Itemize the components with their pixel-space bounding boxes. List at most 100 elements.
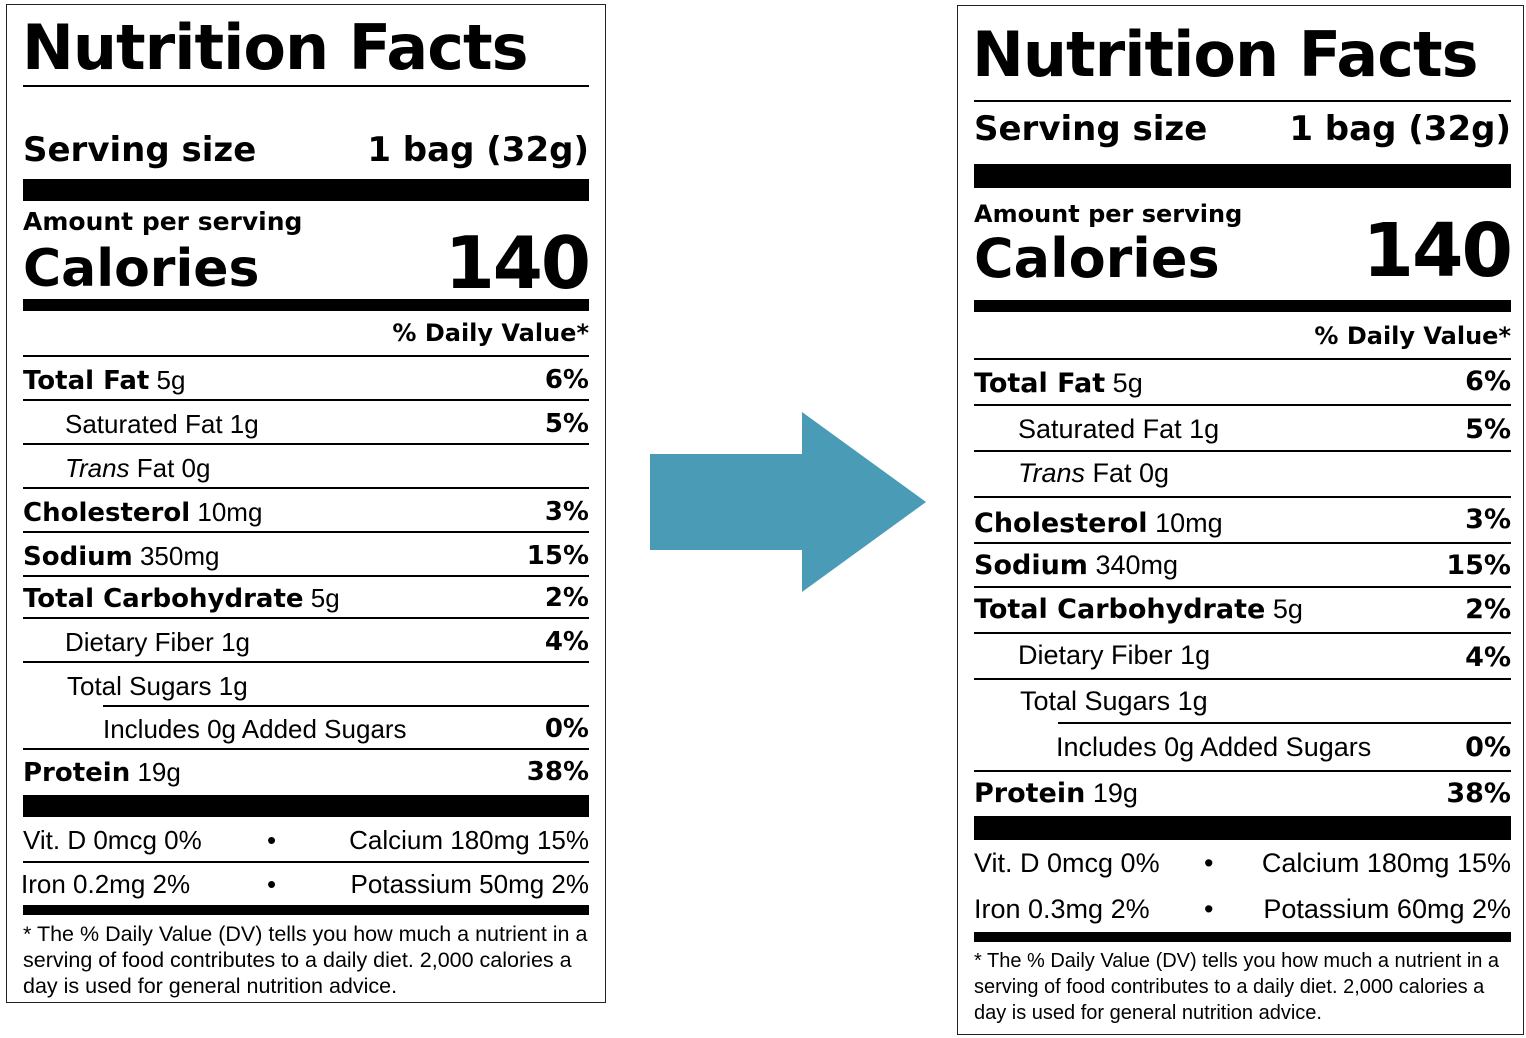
bullet: • (1204, 894, 1214, 924)
divider (23, 531, 589, 533)
vitamin-row-left: Vit. D 0mcg 0% (23, 825, 202, 855)
nutrient-row-dietary-fiber: Dietary Fiber 1g (65, 629, 250, 655)
thick-divider (23, 905, 589, 915)
nutrient-row-total-sugars: Total Sugars 1g (67, 673, 248, 699)
divider (974, 586, 1511, 588)
nutrient-name: Protein (974, 778, 1086, 809)
nutrient-name: Trans (65, 453, 130, 483)
divider (23, 443, 589, 445)
calories-value: 140 (444, 221, 591, 305)
nutrient-dv: 3% (544, 497, 589, 527)
nutrient-name: Total Fat (23, 366, 150, 396)
nutrition-label-revised: Nutrition Facts Serving size 1 bag (32g)… (957, 5, 1524, 1035)
calories-label: Calories (974, 227, 1220, 290)
nutrient-name: Total Sugars (67, 671, 212, 701)
nutrient-dv: 38% (1446, 778, 1511, 809)
vitamin-row-right: Calcium 180mg 15% (1261, 848, 1511, 878)
nutrient-row-cholesterol: Cholesterol 10mg (974, 508, 1223, 539)
nutrient-dv: 4% (544, 627, 589, 657)
divider (974, 770, 1511, 772)
serving-size-label: Serving size (974, 109, 1208, 149)
thick-divider (974, 816, 1511, 840)
divider (23, 617, 589, 619)
nutrient-amount: 1g (229, 409, 259, 439)
nutrient-name: Trans (1018, 458, 1086, 488)
thick-divider (974, 300, 1511, 312)
nutrient-name: Saturated Fat (65, 409, 223, 439)
divider (974, 450, 1511, 452)
right-arrow-icon (650, 412, 926, 592)
footnote: * The % Daily Value (DV) tells you how m… (974, 950, 1500, 1024)
nutrient-amount: 1g (221, 627, 250, 657)
daily-value-header: % Daily Value* (392, 319, 589, 347)
nutrient-name: Total Sugars (1020, 686, 1171, 716)
nutrient-amount: 10mg (197, 497, 263, 527)
nutrient-row-dietary-fiber: Dietary Fiber 1g (1018, 642, 1210, 669)
vitamin-row-right: Potassium 60mg 2% (1263, 894, 1511, 924)
divider (974, 542, 1511, 544)
nutrient-amount: 1g (1177, 686, 1208, 716)
nutrient-name: Saturated Fat (1018, 414, 1182, 444)
nutrient-dv: 6% (544, 365, 589, 395)
thick-divider (23, 795, 589, 817)
vitamin-row-right: Potassium 50mg 2% (350, 869, 589, 899)
divider (974, 358, 1511, 360)
nutrient-dv: 15% (1446, 550, 1511, 581)
bullet: • (267, 869, 277, 899)
nutrient-row-total-carbohydrate: Total Carbohydrate 5g (974, 594, 1303, 625)
nutrient-amount: 5g (1272, 594, 1303, 624)
nutrient-row-trans-fat: Trans Fat 0g (65, 455, 210, 481)
nutrient-row-saturated-fat: Saturated Fat 1g (1018, 416, 1219, 443)
thick-divider (23, 299, 589, 311)
nutrient-amount: 5g (1112, 368, 1143, 398)
bullet: • (267, 825, 277, 855)
nutrient-row-total-sugars: Total Sugars 1g (1020, 688, 1208, 715)
vitamin-row-left: Iron 0.2mg 2% (21, 869, 191, 899)
nutrient-dv: 0% (544, 714, 589, 744)
thick-divider (974, 932, 1511, 942)
nutrient-amount: 19g (1092, 778, 1138, 808)
divider (974, 678, 1511, 680)
thick-divider (23, 179, 589, 201)
nutrient-dv: 38% (526, 757, 589, 787)
nutrient-name: Total Fat (974, 368, 1106, 399)
calories-value: 140 (1362, 208, 1513, 294)
nutrient-name: Total Carbohydrate (23, 584, 304, 614)
arrow-shape (650, 412, 926, 592)
nutrient-row-added-sugars: Includes 0g Added Sugars (1056, 732, 1372, 762)
nutrient-row-sodium: Sodium 340mg (974, 550, 1179, 581)
nutrient-amount: 340mg (1095, 550, 1179, 580)
label-title: Nutrition Facts (972, 18, 1479, 91)
nutrient-row-sodium: Sodium 350mg (23, 543, 219, 570)
nutrient-row-total-carbohydrate: Total Carbohydrate 5g (23, 585, 340, 612)
label-title: Nutrition Facts (22, 11, 529, 84)
daily-value-header: % Daily Value* (1314, 322, 1511, 350)
nutrient-name: Cholesterol (974, 508, 1148, 539)
nutrient-amount: Fat 0g (136, 453, 211, 483)
nutrient-name: Sodium (23, 542, 133, 572)
amount-per-serving: Amount per serving (974, 200, 1243, 228)
nutrient-amount: Fat 0g (1092, 458, 1170, 488)
nutrient-dv: 0% (1465, 732, 1511, 763)
nutrient-dv: 4% (1465, 642, 1511, 673)
nutrient-amount: 1g (218, 671, 248, 701)
nutrient-row-total-fat: Total Fat 5g (23, 367, 185, 394)
divider (974, 404, 1511, 406)
divider (23, 85, 589, 87)
nutrient-dv: 2% (1465, 594, 1511, 625)
divider (1058, 722, 1511, 724)
nutrient-row-protein: Protein 19g (974, 778, 1138, 809)
nutrient-dv: 3% (1465, 504, 1511, 535)
nutrient-row-cholesterol: Cholesterol 10mg (23, 499, 262, 526)
nutrient-dv: 15% (526, 541, 589, 571)
nutrient-amount: 5g (310, 583, 340, 613)
nutrient-name: Sodium (974, 550, 1088, 581)
nutrient-row-saturated-fat: Saturated Fat 1g (65, 411, 259, 437)
nutrient-name: Total Carbohydrate (974, 594, 1266, 625)
calories-label: Calories (23, 239, 260, 299)
nutrient-dv: 5% (544, 409, 589, 439)
nutrient-amount: 19g (137, 757, 181, 787)
nutrient-amount: 350mg (139, 541, 220, 571)
divider (23, 575, 589, 577)
serving-size-value: 1 bag (32g) (367, 130, 589, 170)
